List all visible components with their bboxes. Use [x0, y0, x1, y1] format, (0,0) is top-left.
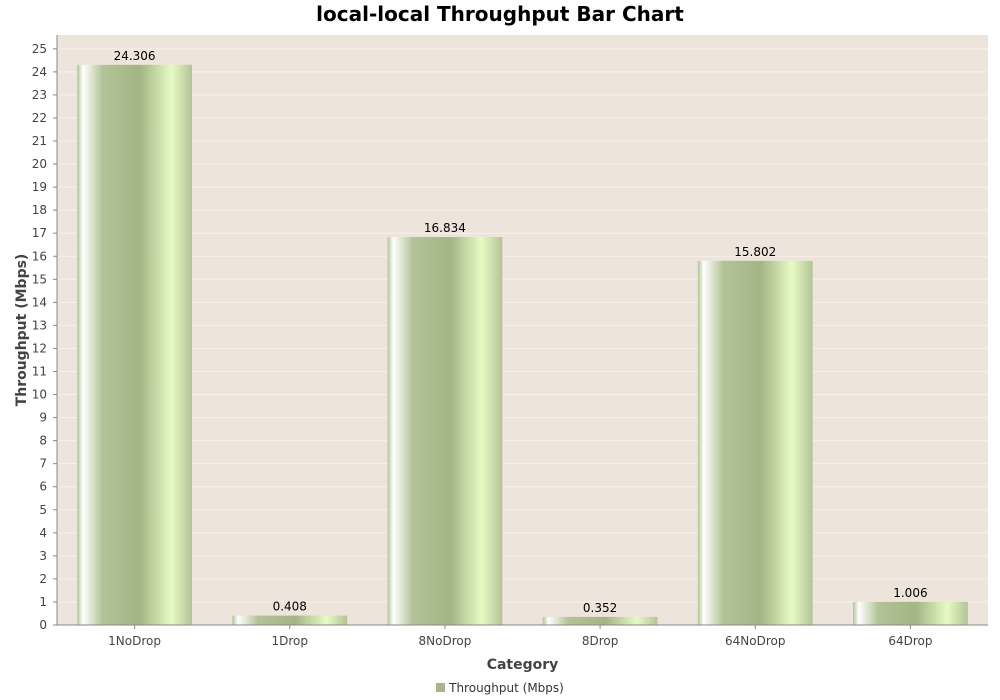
y-tick-label: 22: [32, 111, 47, 125]
bar-64Drop: [853, 601, 968, 625]
y-tick-label: 23: [32, 88, 47, 102]
y-tick-label: 2: [39, 572, 47, 586]
bar-1NoDrop: [77, 64, 192, 626]
y-tick-label: 8: [39, 434, 47, 448]
y-tick-label: 24: [32, 65, 47, 79]
x-tick-label-1NoDrop: 1NoDrop: [108, 634, 161, 648]
y-tick-label: 14: [32, 295, 47, 309]
y-tick-label: 11: [32, 364, 47, 378]
gridlines: [57, 48, 988, 603]
data-label-8Drop: 0.352: [583, 601, 617, 615]
data-labels: 24.306 0.408 16.834 0.352 15.802 1.006: [114, 49, 928, 615]
data-label-1Drop: 0.408: [273, 600, 307, 614]
y-tick-label: 21: [32, 134, 47, 148]
x-axis-ticks: 1NoDrop 1Drop 8NoDrop 8Drop 64NoDrop 64Drop: [108, 625, 932, 648]
y-tick-label: 7: [39, 457, 47, 471]
y-tick-label: 9: [39, 411, 47, 425]
y-tick-label: 20: [32, 157, 47, 171]
y-tick-label: 18: [32, 203, 47, 217]
bar-8Drop: [542, 616, 658, 625]
y-tick-label: 0: [39, 618, 47, 632]
y-tick-label: 3: [39, 549, 47, 563]
y-tick-label: 16: [32, 249, 47, 263]
bar-8NoDrop: [387, 237, 503, 625]
x-tick-label-8Drop: 8Drop: [582, 634, 619, 648]
legend: Throughput (Mbps): [0, 680, 1000, 696]
y-tick-label: 12: [32, 341, 47, 355]
x-tick-label-8NoDrop: 8NoDrop: [419, 634, 472, 648]
x-axis-label: Category: [487, 657, 559, 673]
y-tick-label: 5: [39, 503, 47, 517]
x-tick-label-64Drop: 64Drop: [888, 634, 932, 648]
y-tick-label: 6: [39, 480, 47, 494]
data-label-64NoDrop: 15.802: [734, 245, 776, 259]
data-label-64Drop: 1.006: [893, 586, 927, 600]
bar-64NoDrop: [697, 260, 813, 625]
y-tick-label: 19: [32, 180, 47, 194]
data-label-1NoDrop: 24.306: [114, 49, 156, 63]
x-tick-label-64NoDrop: 64NoDrop: [725, 634, 785, 648]
axes: [56, 35, 988, 626]
bars: [77, 64, 968, 626]
data-label-8NoDrop: 16.834: [424, 221, 466, 235]
plot-area: [57, 35, 988, 625]
bar-1Drop: [232, 615, 348, 625]
y-axis-label: Throughput (Mbps): [14, 254, 30, 407]
y-tick-label: 1: [39, 595, 47, 609]
x-tick-label-1Drop: 1Drop: [271, 634, 308, 648]
y-axis-ticks: 0123456789101112131415161718192021222324…: [32, 42, 57, 632]
chart-title: local-local Throughput Bar Chart: [316, 2, 684, 26]
y-tick-label: 4: [39, 526, 47, 540]
legend-swatch: [436, 683, 446, 692]
y-tick-label: 13: [32, 318, 47, 332]
y-tick-label: 17: [32, 226, 47, 240]
y-tick-label: 10: [32, 388, 47, 402]
legend-label: Throughput (Mbps): [449, 681, 564, 695]
y-tick-label: 15: [32, 272, 47, 286]
y-tick-label: 25: [32, 42, 47, 56]
